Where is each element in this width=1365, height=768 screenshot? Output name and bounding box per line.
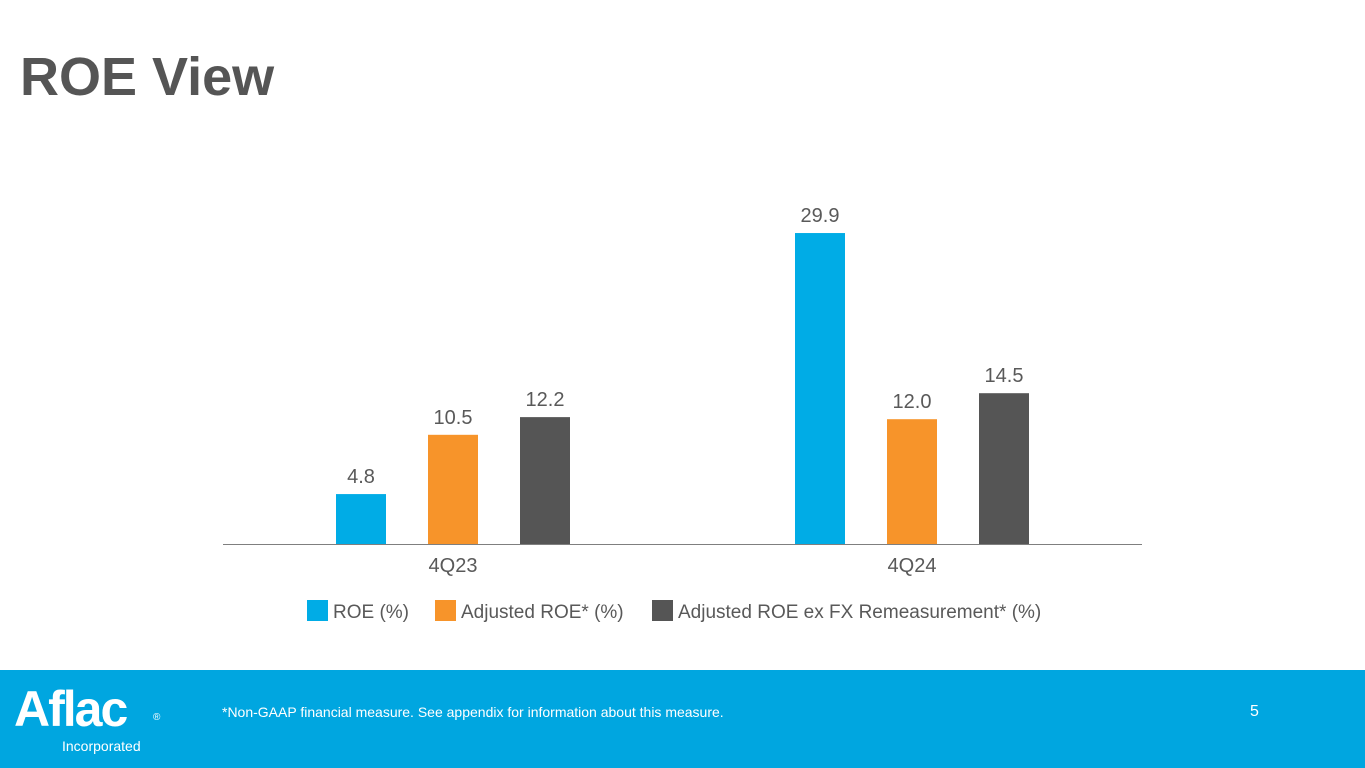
data-label: 12.2	[526, 389, 565, 411]
data-label: 14.5	[985, 365, 1024, 387]
page-title: ROE View	[20, 47, 275, 107]
legend-label: Adjusted ROE ex FX Remeasurement* (%)	[678, 602, 1041, 623]
x-tick-label: 4Q24	[888, 555, 937, 577]
bar-4q23-series-1	[336, 494, 386, 544]
footnote: *Non-GAAP financial measure. See appendi…	[222, 704, 724, 720]
registered-mark: ®	[153, 712, 161, 723]
legend-swatch	[307, 600, 328, 621]
data-label: 29.9	[801, 205, 840, 227]
bar-4q24-series-3	[979, 393, 1029, 544]
logo-wordmark: Aflac	[14, 681, 128, 737]
legend-swatch	[652, 600, 673, 621]
aflac-logo: Aflac ® Incorporated	[14, 684, 164, 760]
x-tick-label: 4Q23	[429, 555, 478, 577]
footer-bar: Aflac ® Incorporated *Non-GAAP financial…	[0, 670, 1365, 768]
page-number: 5	[1250, 703, 1259, 720]
data-label: 10.5	[434, 407, 473, 429]
legend-label: Adjusted ROE* (%)	[461, 602, 624, 623]
roe-bar-chart: 4.8 10.5 12.2 4Q23 29.9 12.0 14.5 4Q24 ROE (%) Ad…	[223, 205, 1142, 623]
bar-4q23-series-3	[520, 417, 570, 544]
legend-label: ROE (%)	[333, 602, 409, 623]
bar-4q24-series-2	[887, 419, 937, 544]
data-label: 4.8	[347, 466, 375, 488]
bar-4q24-series-1	[795, 233, 845, 545]
data-label: 12.0	[893, 391, 932, 413]
logo-subtitle: Incorporated	[62, 738, 141, 754]
legend-swatch	[435, 600, 456, 621]
bar-4q23-series-2	[428, 434, 478, 544]
